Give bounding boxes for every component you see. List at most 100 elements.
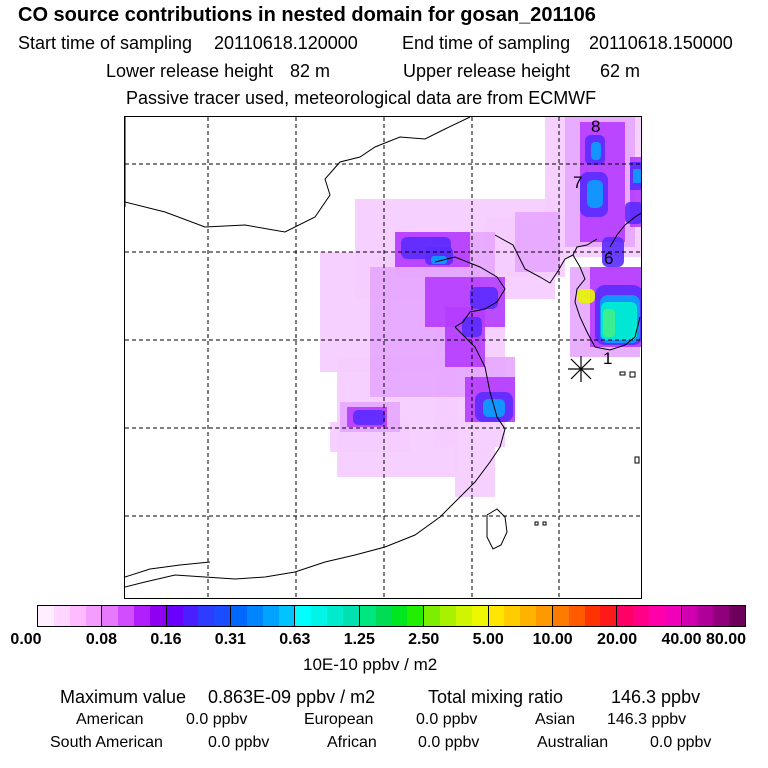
colorbar-segment	[38, 606, 103, 626]
end-time-label: End time of sampling	[402, 33, 571, 53]
colorbar-swatch	[713, 606, 730, 626]
colorbar-units: 10E-10 ppbv / m2	[303, 655, 438, 674]
colorbar-swatch	[102, 606, 119, 626]
colorbar-segment	[231, 606, 296, 626]
south-american-value: 0.0 ppbv	[208, 734, 270, 751]
colorbar-swatch	[584, 606, 601, 626]
start-time-label: Start time of sampling	[18, 33, 193, 53]
colorbar-tick-label: 20.00	[597, 631, 638, 648]
colorbar-swatch	[552, 606, 569, 626]
colorbar-swatch	[262, 606, 279, 626]
colorbar-tick-label: 0.00	[10, 631, 42, 648]
colorbar-swatch	[520, 606, 537, 626]
map-title: CO source contributions in nested domain…	[18, 4, 596, 26]
lat-lon-grid	[125, 117, 641, 598]
colorbar-swatch	[617, 606, 634, 626]
marker-label-6: 6	[604, 249, 614, 268]
american-value: 0.0 ppbv	[186, 711, 248, 728]
colorbar-segment	[359, 606, 425, 626]
colorbar-swatch	[375, 606, 392, 626]
european-value: 0.0 ppbv	[416, 711, 478, 728]
total-mixing-value: 146.3 ppbv	[611, 687, 701, 707]
colorbar-swatch	[455, 606, 472, 626]
map-canvas	[125, 117, 641, 598]
colorbar-swatch	[424, 606, 440, 626]
colorbar-swatch	[182, 606, 199, 626]
colorbar-segment	[102, 606, 167, 626]
colorbar-swatch	[149, 606, 166, 626]
upper-release-label: Upper release height	[403, 61, 571, 81]
receptor-asterisk-icon	[568, 356, 594, 382]
marker-label-8: 8	[591, 117, 601, 136]
marker-label-7: 7	[573, 173, 583, 192]
colorbar-tick-label: 0.31	[214, 631, 246, 648]
tracer-note: Passive tracer used, meteorological data…	[126, 88, 597, 108]
colorbar-tick-label: 0.16	[150, 631, 182, 648]
colorbar	[37, 605, 746, 627]
marker-label-1: 1	[603, 349, 613, 368]
colorbar-segment	[166, 606, 232, 626]
colorbar-swatch	[729, 606, 745, 626]
concentration-field	[320, 117, 641, 497]
colorbar-segment	[681, 606, 745, 626]
african-value: 0.0 ppbv	[418, 734, 480, 751]
colorbar-swatch	[488, 606, 505, 626]
colorbar-swatch	[166, 606, 183, 626]
colorbar-segment	[295, 606, 360, 626]
colorbar-swatch	[600, 606, 617, 626]
colorbar-segment	[488, 606, 553, 626]
colorbar-swatch	[359, 606, 376, 626]
australian-value: 0.0 ppbv	[650, 734, 712, 751]
colorbar-swatch	[568, 606, 585, 626]
end-time-value: 20110618.150000	[589, 33, 733, 53]
colorbar-swatch	[134, 606, 150, 626]
colorbar-segment	[617, 606, 682, 626]
colorbar-tick-label: 0.63	[279, 631, 311, 648]
colorbar-swatch	[504, 606, 521, 626]
colorbar-swatch	[278, 606, 295, 626]
colorbar-swatch	[440, 606, 456, 626]
colorbar-swatch	[697, 606, 714, 626]
colorbar-swatch	[633, 606, 649, 626]
colorbar-tick-label: 10.00	[532, 631, 573, 648]
start-time-value: 20110618.120000	[214, 33, 358, 53]
colorbar-swatch	[69, 606, 86, 626]
asian-label: Asian	[535, 711, 576, 728]
colorbar-tick-label: 1.25	[343, 631, 375, 648]
lower-release-label: Lower release height	[106, 61, 274, 81]
colorbar-swatch	[214, 606, 231, 626]
colorbar-swatch	[471, 606, 488, 626]
american-label: American	[76, 711, 144, 728]
colorbar-swatch	[198, 606, 215, 626]
colorbar-swatch	[118, 606, 135, 626]
map-panel: 8 7 6 1	[124, 116, 642, 599]
colorbar-swatch	[311, 606, 328, 626]
colorbar-tick-label: 40.00	[661, 631, 702, 648]
australian-label: Australian	[537, 734, 609, 751]
coastlines	[125, 117, 641, 588]
colorbar-swatch	[295, 606, 312, 626]
colorbar-segment	[552, 606, 618, 626]
colorbar-tick-label: 2.50	[408, 631, 440, 648]
total-mixing-label: Total mixing ratio	[428, 687, 564, 707]
colorbar-swatch	[246, 606, 263, 626]
colorbar-swatch	[407, 606, 424, 626]
african-label: African	[327, 734, 377, 751]
lower-release-value: 82 m	[290, 61, 331, 81]
max-value-label: Maximum value	[60, 687, 187, 707]
colorbar-swatch	[231, 606, 247, 626]
upper-release-value: 62 m	[600, 61, 641, 81]
colorbar-tick-label: 5.00	[472, 631, 504, 648]
colorbar-swatch	[85, 606, 102, 626]
european-label: European	[304, 711, 374, 728]
colorbar-swatch	[648, 606, 665, 626]
colorbar-tick-label: 0.08	[85, 631, 118, 648]
south-american-label: South American	[50, 734, 163, 751]
asian-value: 146.3 ppbv	[607, 711, 687, 728]
colorbar-swatch	[664, 606, 681, 626]
colorbar-swatch	[536, 606, 552, 626]
colorbar-swatch	[342, 606, 359, 626]
colorbar-swatch	[53, 606, 70, 626]
max-value: 0.863E-09 ppbv / m2	[208, 687, 376, 707]
colorbar-swatch	[38, 606, 54, 626]
